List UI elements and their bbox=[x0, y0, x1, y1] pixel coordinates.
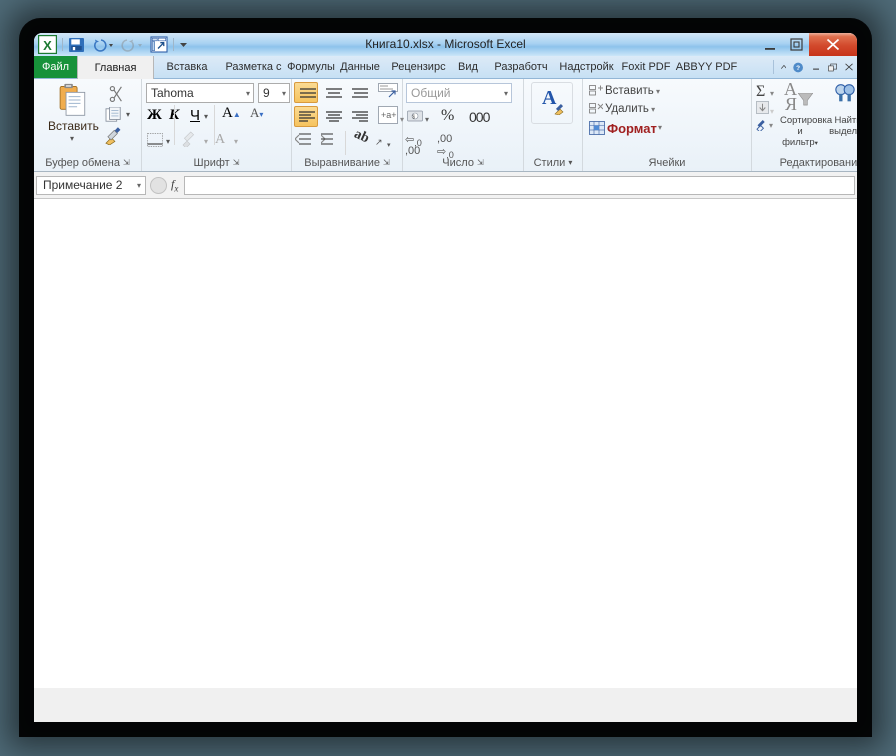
svg-text:+a+: +a+ bbox=[381, 110, 397, 120]
svg-text:?: ? bbox=[797, 64, 801, 71]
svg-text:$: $ bbox=[412, 114, 415, 120]
